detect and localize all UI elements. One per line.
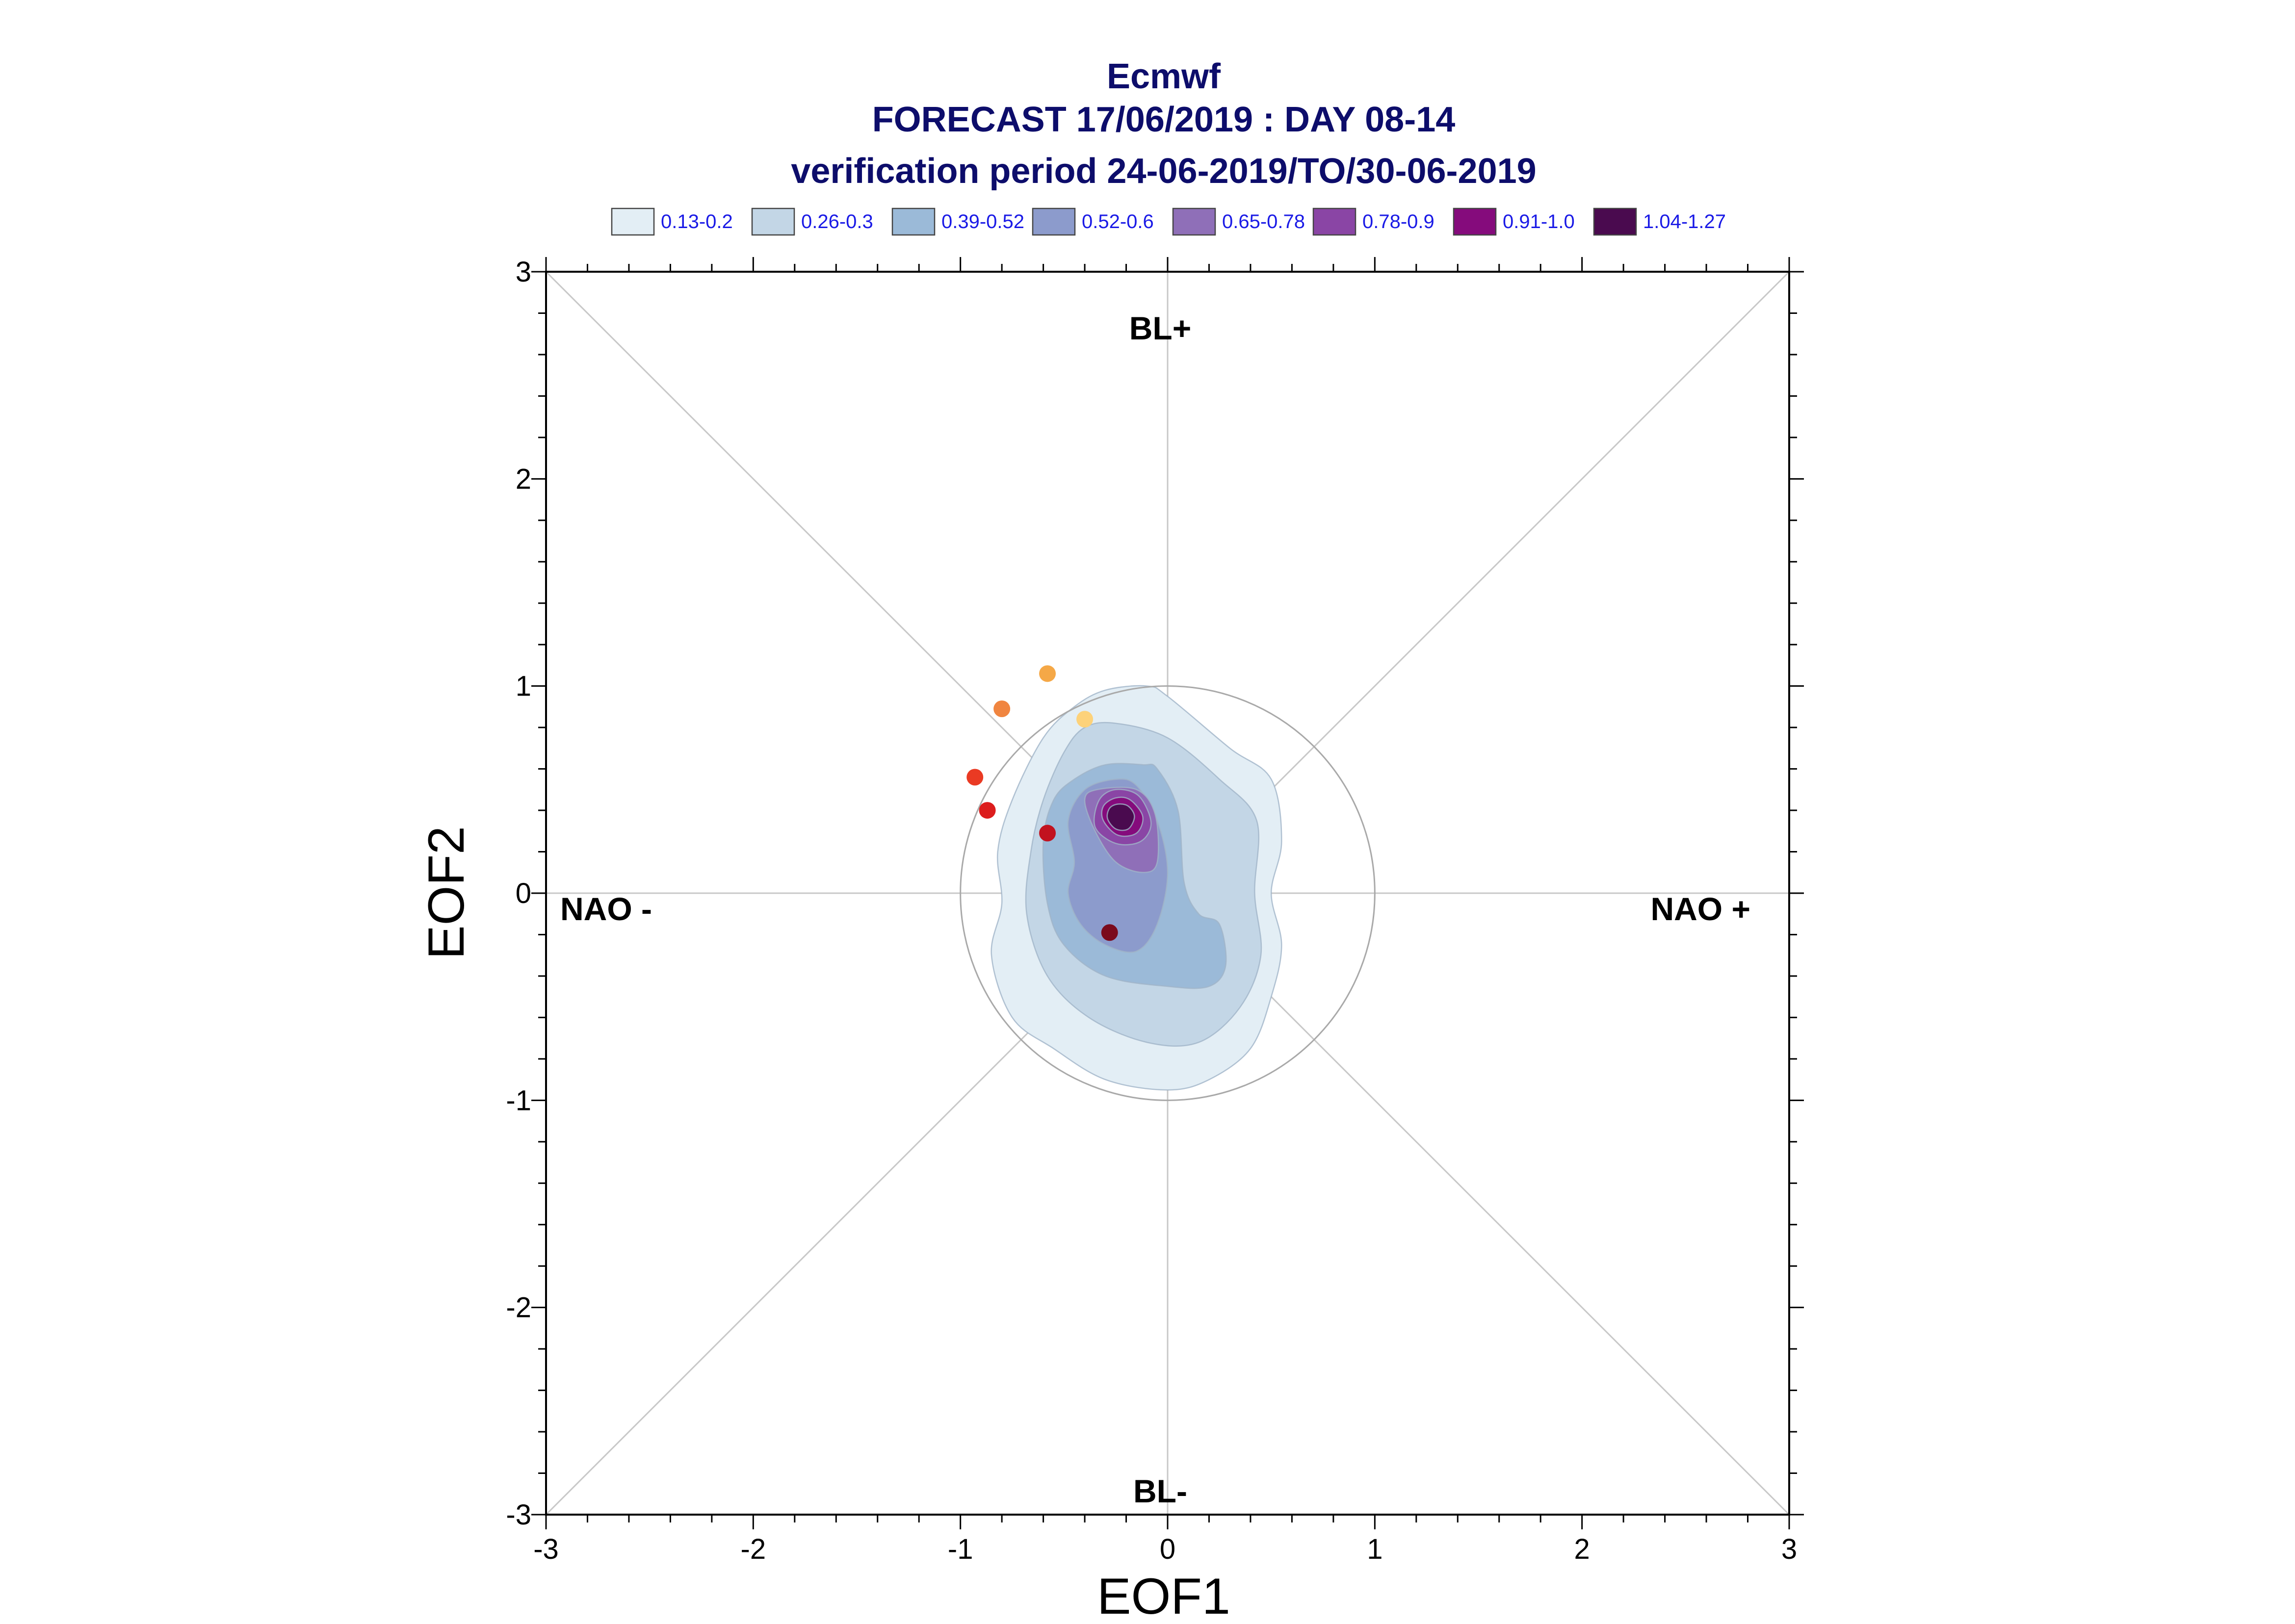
x-tick-label: -2 bbox=[741, 1533, 766, 1565]
regime-label-nao-plus: NAO + bbox=[1650, 891, 1750, 927]
legend-label: 0.65-0.78 bbox=[1222, 211, 1305, 232]
legend-label: 0.13-0.2 bbox=[661, 211, 733, 232]
legend-swatch bbox=[1032, 207, 1076, 236]
y-tick-label: 2 bbox=[516, 463, 531, 495]
regime-label-nao-minus: NAO - bbox=[560, 891, 652, 927]
data-point-3 bbox=[1076, 711, 1094, 728]
y-tick-label: 1 bbox=[516, 670, 531, 702]
y-tick-label: -2 bbox=[506, 1292, 531, 1324]
y-axis-title: EOF2 bbox=[418, 826, 475, 959]
legend-swatch bbox=[1453, 207, 1497, 236]
y-tick-label: 0 bbox=[516, 877, 531, 909]
legend-swatch bbox=[751, 207, 795, 236]
title-line-2: FORECAST 17/06/2019 : DAY 08-14 bbox=[872, 100, 1456, 139]
density-contours bbox=[991, 685, 1282, 1091]
x-tick-label: 0 bbox=[1160, 1533, 1175, 1565]
data-point-7 bbox=[1101, 924, 1118, 941]
x-tick-label: -3 bbox=[533, 1533, 559, 1565]
legend-swatch bbox=[891, 207, 936, 236]
axis-ticks bbox=[531, 257, 1804, 1529]
legend-swatch bbox=[1593, 207, 1637, 236]
data-point-6 bbox=[1039, 825, 1056, 842]
y-tick-label: -3 bbox=[506, 1499, 531, 1531]
legend: 0.13-0.2 0.26-0.3 0.39-0.52 0.52-0.6 0.65-0.… bbox=[611, 207, 1726, 236]
x-tick-label: 2 bbox=[1574, 1533, 1590, 1565]
title-line-3: verification period 24-06-2019/TO/30-06-… bbox=[791, 152, 1536, 191]
legend-swatch bbox=[611, 207, 655, 236]
y-tick-labels: -3 -2 -1 0 1 2 3 bbox=[506, 256, 531, 1531]
x-axis-title: EOF1 bbox=[1097, 1568, 1230, 1624]
data-point-4 bbox=[966, 769, 984, 786]
legend-label: 0.91-1.0 bbox=[1503, 211, 1575, 232]
y-tick-label: 3 bbox=[516, 256, 531, 288]
data-point-2 bbox=[993, 700, 1011, 718]
x-tick-label: 3 bbox=[1781, 1533, 1797, 1565]
x-tick-labels: -3 -2 -1 0 1 2 3 bbox=[533, 1533, 1797, 1565]
y-tick-label: -1 bbox=[506, 1084, 531, 1116]
density-contour-8 bbox=[1106, 803, 1135, 831]
data-point-5 bbox=[979, 802, 996, 819]
unit-circle bbox=[960, 685, 1376, 1101]
legend-swatch bbox=[1312, 207, 1356, 236]
x-tick-label: 1 bbox=[1367, 1533, 1382, 1565]
legend-label: 0.26-0.3 bbox=[801, 211, 873, 232]
legend-label: 1.04-1.27 bbox=[1643, 211, 1726, 232]
data-points bbox=[966, 665, 1118, 941]
x-tick-label: -1 bbox=[948, 1533, 973, 1565]
plot-area bbox=[545, 271, 1790, 1516]
legend-label: 0.39-0.52 bbox=[941, 211, 1024, 232]
regime-label-bl-plus: BL+ bbox=[1129, 310, 1192, 346]
legend-swatch bbox=[1172, 207, 1216, 236]
data-point-1 bbox=[1039, 665, 1056, 682]
legend-label: 0.52-0.6 bbox=[1082, 211, 1154, 232]
legend-label: 0.78-0.9 bbox=[1362, 211, 1434, 232]
chart-title: Ecmwf FORECAST 17/06/2019 : DAY 08-14 ve… bbox=[791, 57, 1536, 191]
title-line-1: Ecmwf bbox=[1107, 57, 1221, 96]
regime-label-bl-minus: BL- bbox=[1133, 1473, 1187, 1509]
